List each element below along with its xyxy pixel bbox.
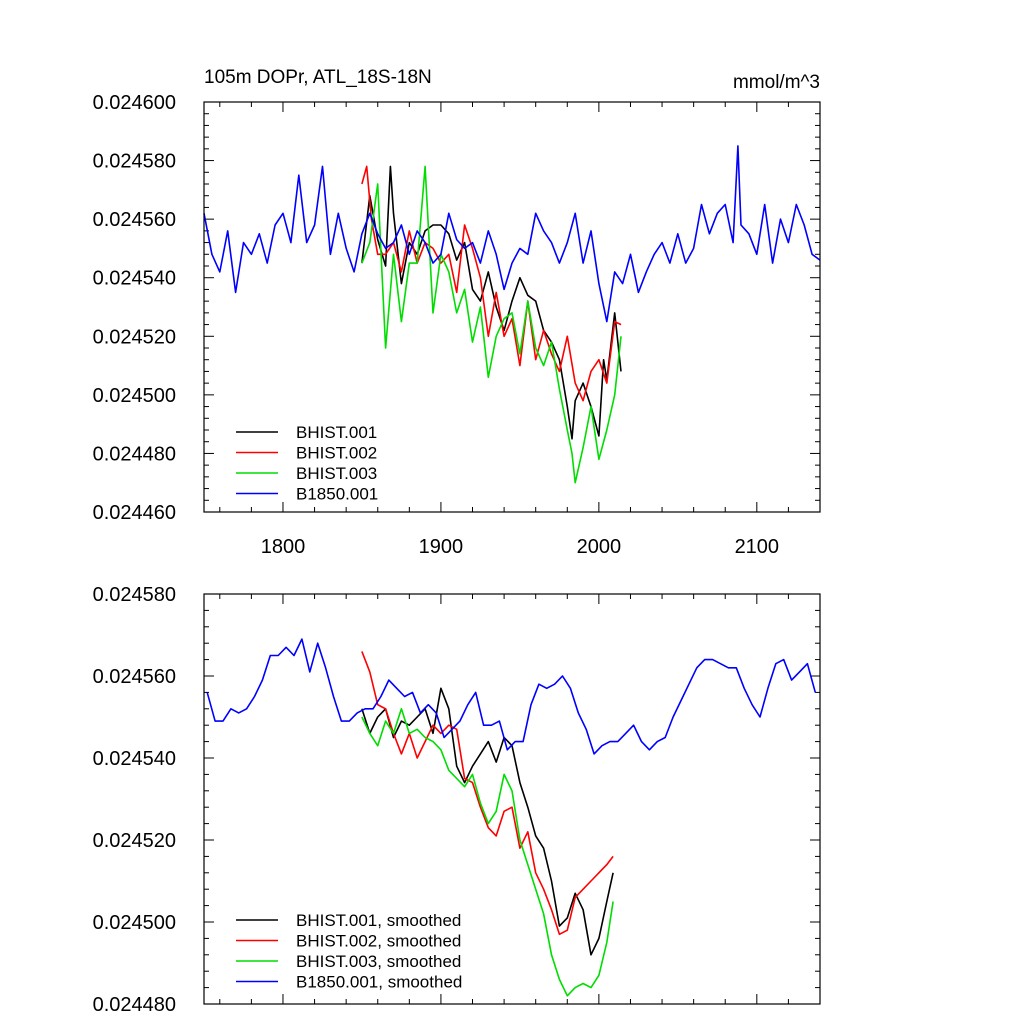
- series-line-bhist-001-smoothed: [361, 687, 614, 956]
- series-line-b1850-001-smoothed: [206, 638, 817, 755]
- top-xtick-label: 2000: [577, 536, 622, 558]
- legend-label: B1850.001: [296, 485, 378, 504]
- top-ytick-label: 0.024600: [93, 92, 176, 114]
- top-xtick-label: 1900: [419, 536, 464, 558]
- bottom-legend: BHIST.001, smoothed BHIST.002, smoothedBH…: [236, 911, 462, 992]
- top-ytick-label: 0.024560: [93, 209, 176, 231]
- series-line-bhist-001: [361, 165, 622, 440]
- bottom-ytick-label: 0.024480: [93, 994, 176, 1016]
- bottom-panel: 0.024480 0.024500 0.024520 0.024540 0.024560…: [93, 584, 821, 1016]
- bottom-plot-frame: [203, 593, 821, 1005]
- series-line-bhist-002: [361, 165, 622, 402]
- top-xtick-label: 1800: [261, 536, 306, 558]
- series-line-bhist-003: [361, 165, 622, 484]
- series-line-b1850-001: [203, 145, 821, 323]
- series-line-bhist-003-smoothed: [361, 707, 614, 997]
- bottom-ytick-label: 0.024540: [93, 748, 176, 770]
- legend-label: BHIST.003, smoothed: [296, 952, 461, 971]
- legend-label: BHIST.001, smoothed: [296, 911, 461, 930]
- top-panel: 105m DOPr, ATL_18S-18N mmol/m^3 0.024460…: [93, 67, 821, 558]
- top-ytick-label: 0.024540: [93, 268, 176, 290]
- bottom-series-lines: [206, 638, 817, 997]
- legend-label: BHIST.003: [296, 464, 377, 483]
- series-line-bhist-002-smoothed: [361, 651, 614, 936]
- legend-label: B1850.001, smoothed: [296, 973, 462, 992]
- bottom-ytick-label: 0.024580: [93, 584, 176, 606]
- legend-label: BHIST.001: [296, 423, 377, 442]
- top-series-lines: [203, 145, 821, 484]
- top-ytick-label: 0.024580: [93, 151, 176, 173]
- top-ytick-label: 0.024520: [93, 326, 176, 348]
- top-chart-title: 105m DOPr, ATL_18S-18N: [204, 67, 432, 88]
- top-plot-frame: [203, 101, 821, 513]
- legend-label: BHIST.002, smoothed: [296, 932, 461, 951]
- top-xtick-label: 2100: [735, 536, 780, 558]
- top-ytick-label: 0.024460: [93, 502, 176, 524]
- top-axis-ticks: 0.024460 0.024480 0.024500 0.024520 0.024540…: [93, 92, 820, 558]
- bottom-ytick-label: 0.024520: [93, 830, 176, 852]
- bottom-ytick-label: 0.024560: [93, 666, 176, 688]
- bottom-ytick-label: 0.024500: [93, 912, 176, 934]
- top-ytick-label: 0.024480: [93, 443, 176, 465]
- legend-label: BHIST.002: [296, 444, 377, 463]
- top-ytick-label: 0.024500: [93, 385, 176, 407]
- top-chart-units: mmol/m^3: [733, 72, 820, 93]
